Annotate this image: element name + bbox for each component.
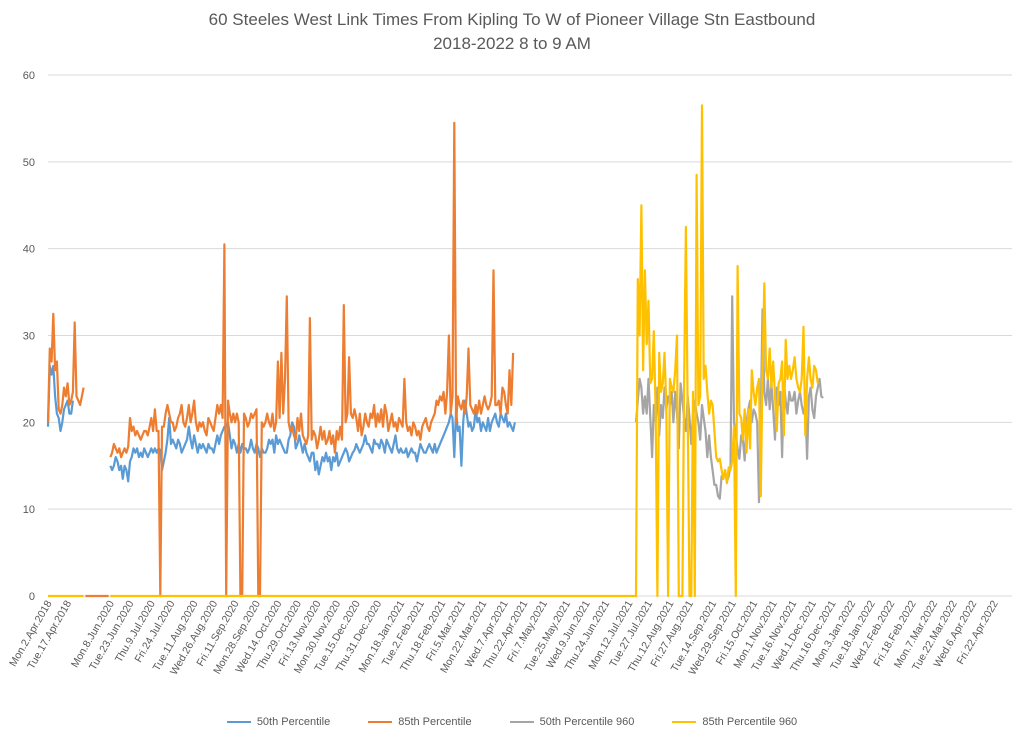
y-tick-label: 10 <box>23 504 35 516</box>
series-50th-percentile <box>46 364 516 483</box>
series-line <box>46 364 74 433</box>
legend-item: 85th Percentile <box>368 716 472 728</box>
legend-label: 50th Percentile 960 <box>539 716 635 728</box>
y-tick-label: 20 <box>23 417 35 429</box>
x-axis: Mon.2.Apr.2018Tue.17.Apr.2018Mon.8.Jun.2… <box>7 598 1001 677</box>
chart-title: 60 Steeles West Link Times From Kipling … <box>208 10 816 29</box>
series-lines <box>46 104 824 598</box>
y-tick-label: 60 <box>23 70 35 82</box>
series-line <box>46 312 85 423</box>
y-tick-label: 0 <box>29 591 35 603</box>
legend-label: 50th Percentile <box>256 716 331 728</box>
series-line <box>109 399 516 483</box>
legend-item: 50th Percentile <box>226 716 331 728</box>
legend-swatch <box>226 721 251 723</box>
series-50th-percentile-960 <box>634 295 824 504</box>
y-tick-label: 30 <box>23 331 35 343</box>
legend-swatch <box>509 721 534 723</box>
series-85th-percentile <box>46 121 515 598</box>
legend-swatch <box>672 721 697 723</box>
series-line <box>634 295 824 504</box>
legend-swatch <box>368 721 393 723</box>
y-tick-label: 50 <box>23 157 35 169</box>
gridlines <box>48 74 1012 597</box>
y-axis: 0 10 20 30 40 50 60 <box>23 70 35 603</box>
series-85th-percentile-960 <box>48 104 819 598</box>
chart-subtitle: 2018-2022 8 to 9 AM <box>433 34 591 53</box>
chart-title-block: 60 Steeles West Link Times From Kipling … <box>0 8 1024 56</box>
series-line <box>110 104 819 598</box>
y-tick-label: 40 <box>23 244 35 256</box>
legend-item: 85th Percentile 960 <box>672 716 797 728</box>
legend-label: 85th Percentile <box>398 716 472 728</box>
legend: 50th Percentile 85th Percentile 50th Perce… <box>0 716 1024 728</box>
legend-item: 50th Percentile 960 <box>509 716 635 728</box>
legend-label: 85th Percentile 960 <box>702 716 798 728</box>
series-line <box>109 121 515 598</box>
